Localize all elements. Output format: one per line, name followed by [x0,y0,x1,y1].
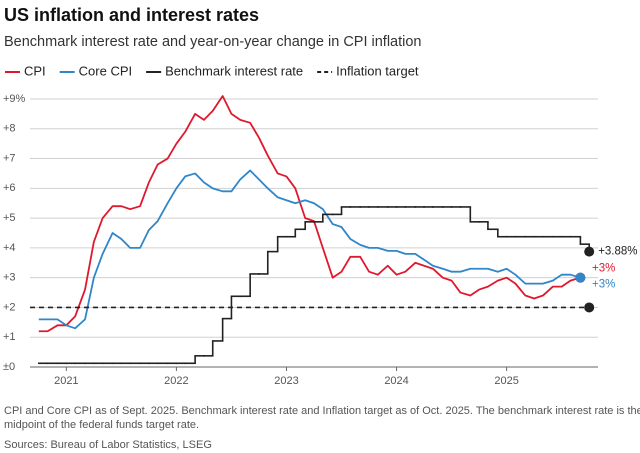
y-tick-label: +4 [3,242,16,254]
chart-title: US inflation and interest rates [4,5,259,25]
legend-label: Benchmark interest rate [165,63,303,78]
end-dot [584,246,595,257]
y-tick-label: +8 [3,123,16,135]
y-tick-label: +9% [3,93,26,105]
y-tick-label: +6 [3,182,16,194]
legend-label: Inflation target [336,63,419,78]
end-label: +3% [592,279,615,291]
chart-subtitle: Benchmark interest rate and year-on-year… [4,34,422,50]
end-label: +3.88% [598,246,637,258]
x-tick-label: 2021 [54,375,78,387]
legend-label: CPI [24,63,46,78]
y-tick-label: ±0 [3,361,15,373]
footnote: midpoint of the federal funds target rat… [4,419,199,431]
footnote: CPI and Core CPI as of Sept. 2025. Bench… [4,405,640,417]
y-tick-label: +7 [3,152,16,164]
x-tick-label: 2022 [164,375,188,387]
y-tick-label: +2 [3,301,16,313]
y-tick-label: +5 [3,212,16,224]
y-tick-label: +3 [3,272,16,284]
source: Sources: Bureau of Labor Statistics, LSE… [4,439,212,451]
x-tick-label: 2025 [494,375,518,387]
x-tick-label: 2024 [384,375,408,387]
end-dot [584,302,595,313]
series-line [38,169,581,330]
end-dot [575,272,586,283]
y-tick-label: +1 [3,331,16,343]
end-label: +3% [592,263,615,275]
x-tick-label: 2023 [274,375,298,387]
series-line [38,95,581,333]
legend-label: Core CPI [79,63,132,78]
